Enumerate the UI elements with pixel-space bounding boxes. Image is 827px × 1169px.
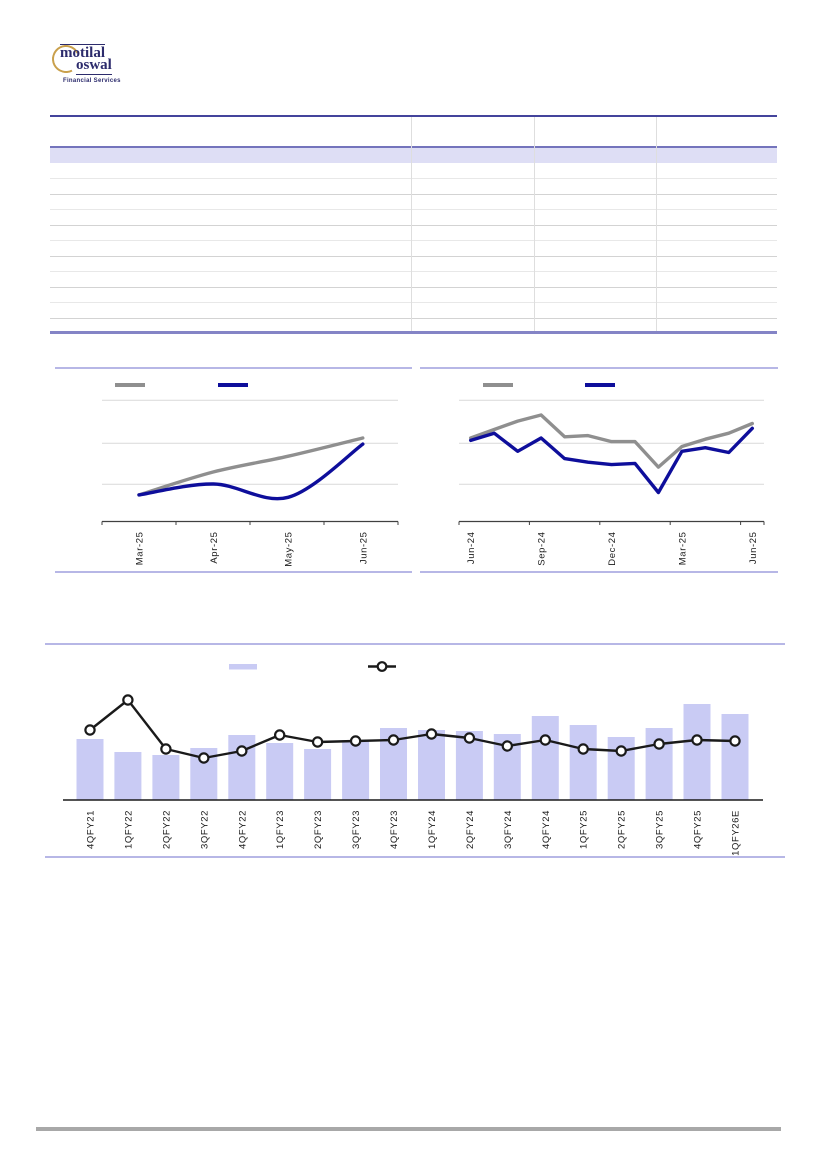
x-axis-label: 2QFY24: [465, 810, 476, 849]
x-axis-label: Mar-25: [677, 532, 688, 566]
legend-swatch-bar-series: [229, 664, 257, 670]
x-axis-label: Jun-24: [466, 532, 477, 565]
legend-swatch-gray-series: [115, 383, 145, 387]
table-column-divider: [534, 117, 535, 331]
marker: [653, 738, 665, 750]
x-axis-label: 3QFY22: [199, 810, 210, 849]
marker: [577, 743, 589, 755]
table-highlight-row: [50, 147, 777, 163]
table-top-border: [50, 115, 777, 117]
table-row-separator: [50, 224, 777, 226]
trend-line: [89, 698, 736, 760]
chart-panel-quarterly: 4QFY21 1QFY22 2QFY22 3QFY22 4QFY22 1QFY23 2QFY…: [45, 643, 785, 858]
bar: [569, 725, 597, 800]
x-axis-label: Mar-25: [135, 532, 146, 566]
legend-swatch-navy-series: [218, 383, 248, 387]
x-axis-label: 1QFY24: [427, 810, 438, 849]
table-row-separator: [50, 317, 777, 319]
bar: [304, 749, 332, 800]
x-axis-label: 4QFY25: [693, 810, 704, 849]
x-axis-label: 3QFY23: [351, 810, 362, 849]
x-axis-label: Sep-24: [537, 532, 548, 566]
x-axis-label: 3QFY25: [655, 810, 666, 849]
marker: [539, 734, 551, 746]
x-axis-label: Jun-25: [358, 532, 369, 565]
marker: [425, 728, 438, 740]
bar: [531, 716, 559, 800]
bar: [228, 735, 256, 800]
legend-marker-icon: [376, 661, 388, 672]
line-chart-svg: Jun-24 Sep-24 Dec-24 Mar-25 Jun-25: [458, 383, 765, 566]
x-axis-label: 1QFY25: [579, 810, 590, 849]
footer-rule: [36, 1127, 781, 1131]
marker: [349, 735, 362, 747]
motilal-oswal-logo: motilal oswal Financial Services: [48, 40, 142, 86]
legend-swatch-gray-series: [483, 383, 513, 387]
table-row-separator: [50, 255, 777, 257]
bar: [114, 752, 142, 800]
bar: [152, 755, 180, 800]
x-axis-label: 1QFY26E: [731, 810, 742, 856]
series-line-navy-series: [469, 426, 754, 495]
marker: [691, 734, 703, 746]
x-axis-label: 4QFY21: [86, 810, 97, 849]
series-line-navy-series: [137, 442, 365, 501]
table-bottom-border: [50, 331, 777, 334]
chart-panel-one-year-trend: Jun-24 Sep-24 Dec-24 Mar-25 Jun-25: [420, 367, 778, 573]
marker: [387, 734, 400, 746]
x-axis-label: 1QFY23: [275, 810, 286, 849]
marker: [122, 694, 134, 706]
line-chart-svg: Mar-25 Apr-25 May-25 Jun-25: [101, 383, 399, 567]
table-column-divider: [411, 117, 412, 331]
marker: [84, 724, 96, 736]
bar: [342, 740, 370, 800]
marker: [236, 745, 248, 757]
x-axis-label: 2QFY25: [617, 810, 628, 849]
marker: [273, 729, 286, 741]
marker: [615, 745, 627, 757]
x-axis-label: 2QFY23: [313, 810, 324, 849]
x-axis-label: 2QFY22: [161, 810, 172, 849]
series-line-gray-series: [469, 413, 754, 469]
logo-word-motilal: motilal: [60, 44, 105, 61]
marker: [501, 740, 513, 752]
legend-swatch-navy-series: [585, 383, 615, 387]
table-row-separator: [50, 193, 777, 195]
marker: [198, 752, 210, 764]
x-axis-label: Dec-24: [607, 532, 618, 566]
table-row-separator: [50, 302, 777, 303]
x-axis-label: 3QFY24: [503, 810, 514, 849]
chart-panel-recent-trend: Mar-25 Apr-25 May-25 Jun-25: [55, 367, 412, 573]
logo-word-oswal: oswal: [76, 57, 112, 75]
table-row-separator: [50, 178, 777, 179]
x-axis-label: 4QFY22: [237, 810, 248, 849]
x-axis-label: Apr-25: [209, 532, 220, 564]
table-header-line: [50, 146, 777, 148]
marker: [160, 743, 172, 755]
financials-table: [50, 115, 777, 334]
marker: [729, 735, 741, 747]
table-row-separator: [50, 209, 777, 210]
bar: [683, 704, 711, 800]
x-axis-label: 4QFY23: [389, 810, 400, 849]
marker: [311, 736, 324, 748]
table-column-divider: [656, 117, 657, 331]
x-axis-label: Jun-25: [748, 532, 759, 565]
x-axis-label: 1QFY22: [123, 810, 134, 849]
bar: [266, 743, 294, 800]
table-row-separator: [50, 286, 777, 288]
bar: [418, 730, 445, 800]
x-axis-label: May-25: [284, 532, 295, 567]
series-line-gray-series: [137, 436, 365, 497]
marker: [463, 732, 476, 744]
table-row-separator: [50, 271, 777, 272]
bar-chart-svg: 4QFY21 1QFY22 2QFY22 3QFY22 4QFY22 1QFY23 2QFY…: [63, 661, 763, 856]
logo-caption: Financial Services: [63, 78, 121, 84]
table-row-separator: [50, 240, 777, 241]
bar: [721, 714, 749, 800]
bar: [76, 739, 104, 800]
x-axis-label: 4QFY24: [541, 810, 552, 849]
